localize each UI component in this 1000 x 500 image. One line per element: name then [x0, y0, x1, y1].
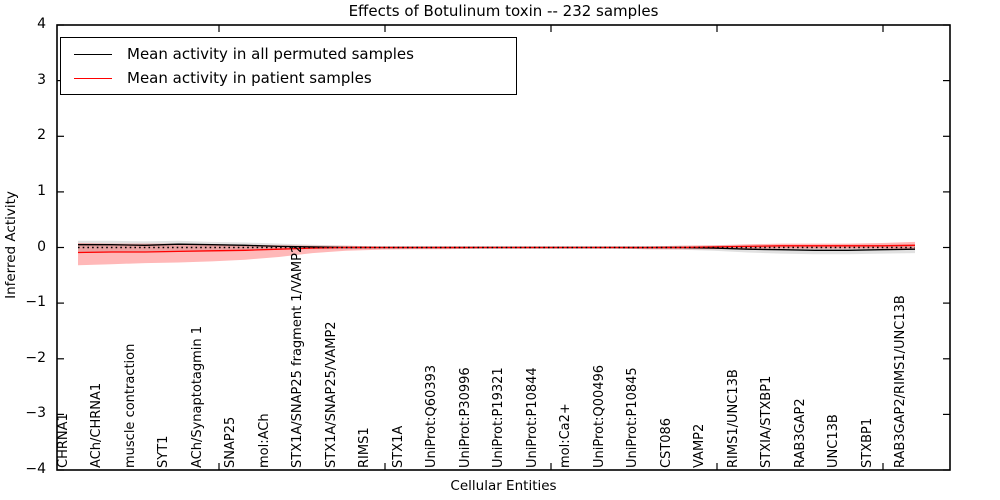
chart-title: Effects of Botulinum toxin -- 232 sample…: [348, 2, 659, 20]
x-tick-label: RIMS1/UNC13B: [725, 369, 741, 468]
y-tick-label: −3: [25, 405, 46, 422]
y-tick-label: 2: [37, 127, 46, 144]
x-tick-label: UniProt:P19321: [491, 367, 507, 468]
y-tick-label: 0: [37, 238, 46, 255]
legend-label: Mean activity in patient samples: [127, 69, 372, 87]
y-tick-label: 4: [37, 16, 46, 32]
x-tick-label: mol:Ca2+: [558, 403, 574, 468]
y-tick-label: 1: [37, 182, 46, 199]
y-tick-label: −2: [25, 349, 46, 366]
x-tick-label: STX1A/SNAP25 fragment 1/VAMP2: [290, 244, 306, 468]
y-tick-label: −4: [25, 461, 46, 477]
x-tick-label: SYT1: [156, 435, 172, 468]
y-tick-label: 3: [37, 71, 46, 88]
black-line-icon: [74, 53, 112, 55]
legend-label: Mean activity in all permuted samples: [127, 45, 414, 63]
x-tick-label: VAMP2: [692, 423, 708, 468]
x-axis-label: Cellular Entities: [450, 478, 557, 494]
x-tick-label: mol:ACh: [256, 413, 272, 468]
x-tick-label: RAB3GAP2: [792, 398, 808, 468]
x-tick-label: CHRNA1: [56, 413, 71, 468]
x-tick-label: RAB3GAP2/RIMS1/UNC13B: [893, 295, 908, 468]
red-line-icon: [74, 77, 112, 79]
x-tick-label: ACh/CHRNA1: [89, 382, 105, 468]
x-tick-label: UniProt:P10844: [524, 367, 540, 468]
x-tick-label: STX1A/SNAP25/VAMP2: [323, 321, 339, 468]
x-tick-label: STXIA/STXBP1: [759, 375, 775, 468]
x-tick-label: UniProt:P10845: [625, 367, 641, 468]
y-tick-label: −1: [25, 294, 46, 311]
x-tick-label: RIMS1: [357, 427, 373, 468]
legend-entry-permuted: Mean activity in all permuted samples: [74, 45, 516, 63]
x-tick-label: STX1A: [390, 425, 406, 468]
x-tick-label: UNC13B: [826, 414, 842, 468]
x-tick-label: UniProt:P30996: [457, 367, 473, 468]
legend-entry-patient: Mean activity in patient samples: [74, 69, 516, 87]
x-tick-label: CST086: [658, 417, 674, 468]
x-tick-label: SNAP25: [223, 416, 239, 468]
x-tick-label: STXBP1: [859, 417, 875, 468]
x-tick-label: UniProt:Q00496: [591, 364, 607, 468]
legend: Mean activity in all permuted samples Me…: [60, 37, 517, 95]
x-tick-label: UniProt:Q60393: [424, 364, 440, 468]
x-tick-label: muscle contraction: [122, 343, 138, 468]
x-tick-label: ACh/Synaptotagmin 1: [189, 325, 205, 468]
